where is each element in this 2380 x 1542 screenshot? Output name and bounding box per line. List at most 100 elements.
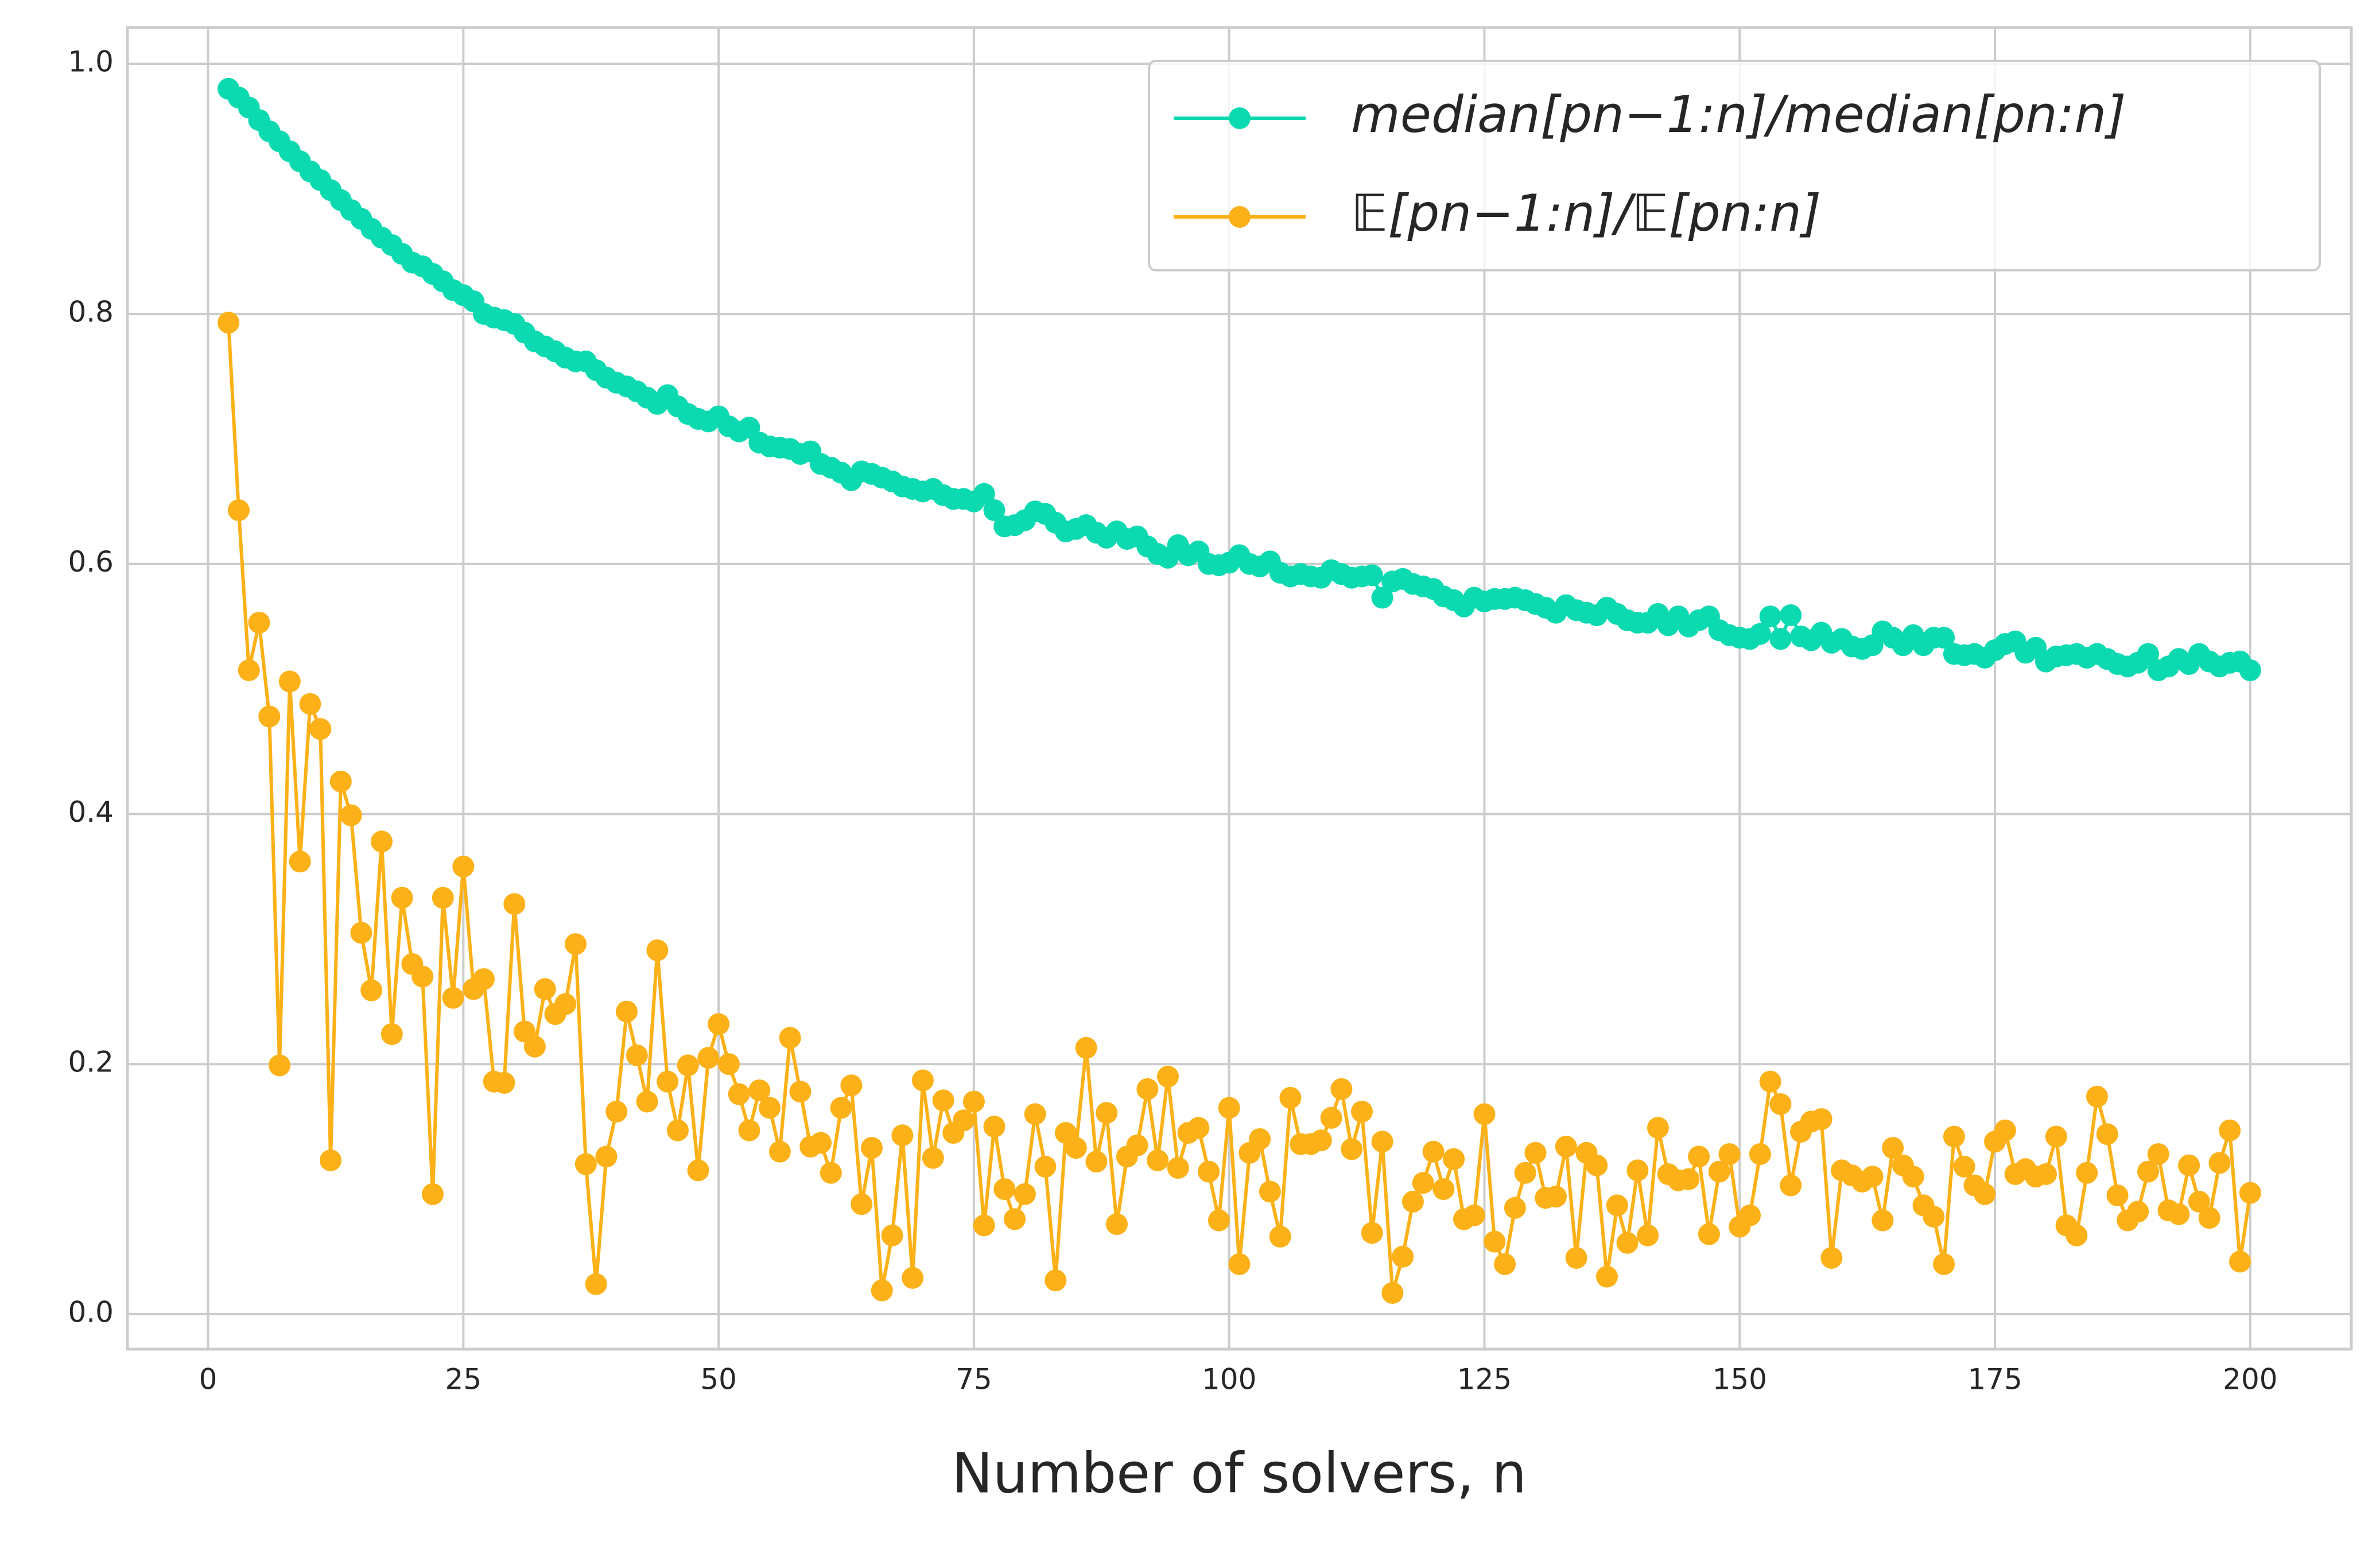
- data-point: [554, 993, 577, 1015]
- data-point: [340, 804, 362, 826]
- data-point: [1514, 1162, 1536, 1184]
- x-tick-label: 50: [700, 1363, 737, 1396]
- data-point: [1269, 1225, 1291, 1248]
- data-point: [523, 1035, 546, 1058]
- data-point: [748, 1079, 771, 1101]
- data-point: [708, 1013, 730, 1035]
- data-point: [1443, 1148, 1465, 1170]
- x-tick-label: 200: [2223, 1363, 2277, 1396]
- data-point: [1341, 1138, 1363, 1160]
- y-tick-label: 0.2: [68, 1046, 114, 1079]
- data-point: [697, 1047, 720, 1069]
- data-point: [1739, 1204, 1761, 1226]
- data-point: [922, 1147, 944, 1169]
- data-point: [1310, 1129, 1332, 1152]
- data-point: [789, 1081, 812, 1103]
- data-point: [2106, 1184, 2129, 1207]
- data-point: [2035, 1163, 2057, 1185]
- data-point: [1330, 1078, 1353, 1100]
- data-point: [932, 1089, 954, 1112]
- data-point: [1872, 1209, 1894, 1232]
- data-point: [2229, 1250, 2251, 1273]
- data-point: [1923, 1206, 1945, 1228]
- data-point: [1708, 1160, 1730, 1183]
- data-point: [1647, 1117, 1669, 1139]
- data-point: [1065, 1137, 1087, 1159]
- data-point: [1422, 1140, 1445, 1163]
- data-point: [973, 483, 995, 505]
- data-point: [881, 1224, 903, 1246]
- data-point: [2065, 1224, 2088, 1246]
- data-point: [1565, 1246, 1587, 1269]
- data-point: [350, 922, 372, 944]
- data-point: [1024, 1103, 1046, 1125]
- data-point: [1616, 1232, 1639, 1254]
- data-point: [646, 939, 669, 961]
- data-point: [1187, 1117, 1210, 1139]
- data-point: [1106, 1213, 1128, 1236]
- data-point: [861, 1137, 883, 1159]
- data-point: [1045, 1269, 1067, 1292]
- data-point: [1156, 1066, 1179, 1088]
- data-point: [717, 1053, 740, 1075]
- data-point: [1208, 1209, 1230, 1232]
- data-point: [1463, 1204, 1485, 1226]
- x-tick-label: 25: [445, 1363, 482, 1396]
- legend-label: median[pn−1:n]/median[pn:n]: [1351, 85, 2126, 144]
- data-point: [1759, 605, 1781, 628]
- data-point: [973, 1214, 995, 1237]
- data-point: [911, 1069, 934, 1092]
- data-point: [534, 978, 556, 1000]
- data-point: [2208, 1152, 2231, 1174]
- data-point: [1861, 1166, 1884, 1188]
- data-point: [666, 1119, 689, 1141]
- data-point: [371, 830, 393, 853]
- data-point: [1780, 604, 1802, 627]
- data-point: [768, 1140, 791, 1163]
- data-point: [1096, 1102, 1118, 1124]
- data-point: [595, 1145, 618, 1168]
- data-point: [1167, 1157, 1189, 1179]
- data-point: [329, 770, 352, 793]
- data-point: [1882, 1137, 1904, 1159]
- y-tick-label: 0.0: [68, 1295, 114, 1329]
- data-point: [1555, 1136, 1577, 1158]
- data-point: [360, 979, 383, 1001]
- data-point: [616, 1000, 638, 1023]
- data-point: [983, 499, 1005, 522]
- data-point: [1014, 1183, 1036, 1205]
- y-tick-label: 0.8: [68, 295, 114, 328]
- data-point: [902, 1267, 924, 1289]
- data-point: [411, 965, 434, 988]
- plot-frame: [126, 26, 2353, 1351]
- data-point: [2168, 1203, 2190, 1225]
- data-point: [585, 1273, 607, 1295]
- data-point: [1902, 1166, 1924, 1188]
- data-point: [421, 1183, 444, 1205]
- data-point: [1126, 1134, 1148, 1156]
- data-point: [1381, 1281, 1404, 1304]
- data-point: [1494, 1253, 1516, 1275]
- data-point: [1769, 1093, 1792, 1115]
- data-point: [1810, 1108, 1832, 1131]
- y-tick-label: 1.0: [68, 45, 114, 79]
- data-point: [227, 499, 250, 522]
- data-point: [1606, 1194, 1628, 1217]
- data-point: [759, 1097, 781, 1119]
- x-tick-label: 125: [1457, 1363, 1512, 1396]
- data-point: [1371, 1131, 1393, 1153]
- data-point: [320, 1149, 342, 1171]
- legend-swatch-marker: [1229, 107, 1251, 129]
- data-point: [1085, 1151, 1108, 1173]
- data-point: [840, 1074, 863, 1097]
- data-point: [381, 1023, 403, 1045]
- x-tick-label: 175: [1967, 1363, 2022, 1396]
- data-point: [1228, 1253, 1251, 1275]
- data-point: [1953, 1155, 1975, 1178]
- y-tick-label: 0.4: [68, 795, 114, 829]
- data-point: [2147, 1143, 2169, 1166]
- data-point: [677, 1054, 699, 1077]
- data-point: [1769, 628, 1792, 650]
